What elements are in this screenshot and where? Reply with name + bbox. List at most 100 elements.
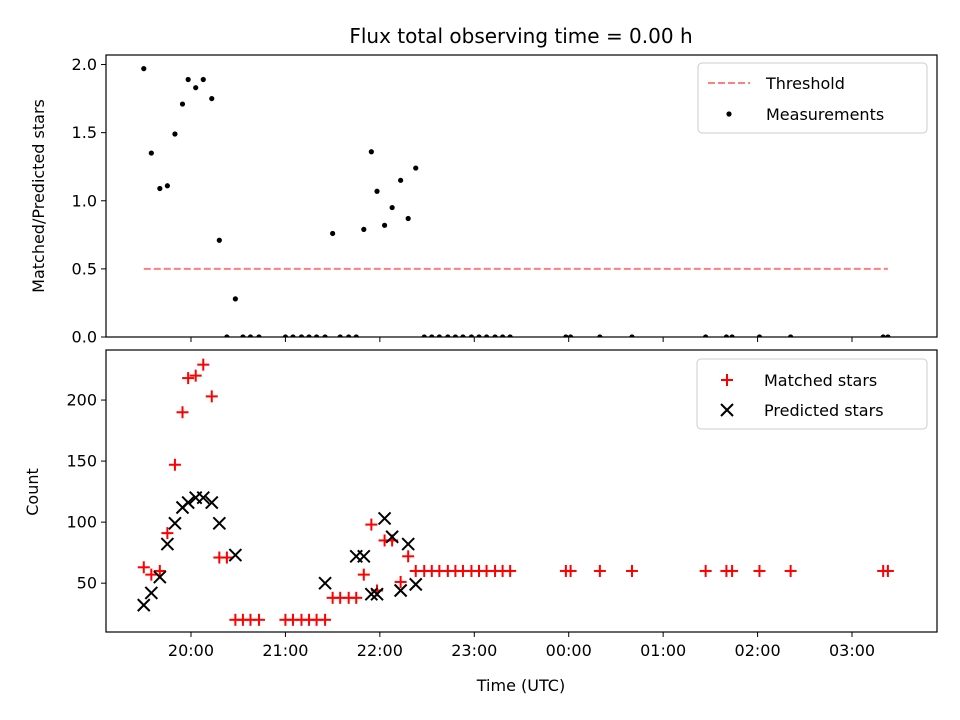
top-measurement-point [398, 177, 404, 183]
bottom-legend-frame [696, 358, 928, 430]
bottom-matched-point [625, 564, 638, 577]
bottom-predicted-point [409, 577, 423, 592]
legend-predicted-swatch [720, 403, 734, 417]
bottom-predicted-point [205, 495, 219, 510]
top-measurement-point [756, 334, 763, 337]
bottom-matched-point [753, 564, 766, 577]
bottom-plot-area: 50 100 150 200 20:00 21:00 22:00 23:00 00:00 01:0… [66, 349, 938, 660]
bottom-matched-point [394, 575, 407, 588]
top-measurement-point [885, 334, 891, 337]
top-measurement-point [723, 334, 730, 337]
bottom-matched-point [197, 358, 210, 371]
top-measurement-point [337, 334, 343, 337]
top-measurement-point [282, 334, 289, 337]
top-measurement-point [232, 296, 238, 302]
bottom-matched-point [137, 561, 150, 574]
top-measurement-point [483, 334, 490, 337]
top-measurement-point [368, 149, 374, 155]
top-chart-title: Flux total observing time = 0.00 h [349, 24, 692, 48]
top-measurement-point [346, 334, 352, 337]
top-ytick-label: 1.5 [72, 123, 97, 142]
bottom-predicted-point [168, 516, 182, 531]
top-plot-area: 0.0 0.5 1.0 1.5 2.0 [72, 54, 938, 347]
top-measurement-point [568, 334, 574, 337]
top-measurement-point [148, 150, 154, 156]
bottom-predicted-point [212, 516, 227, 531]
top-measurement-point [563, 334, 569, 337]
top-measurement-point [193, 85, 199, 91]
top-measurement-point [172, 131, 178, 137]
bottom-ytick-label: 200 [66, 391, 97, 410]
top-measurement-point [629, 334, 635, 337]
top-measurement-point [179, 101, 186, 107]
top-measurement-point [298, 334, 305, 337]
bottom-predicted-point [160, 537, 175, 551]
bottom-matched-point [402, 550, 415, 563]
bottom-predicted-point [393, 583, 408, 598]
top-panel: Flux total observing time = 0.00 h 0.00.… [29, 24, 938, 347]
bottom-matched-point [252, 613, 265, 626]
bottom-matched-point [205, 390, 218, 403]
bottom-predicted-point [370, 587, 384, 601]
top-measurement-point [429, 334, 435, 337]
top-measurement-point [157, 185, 163, 192]
top-ytick-label: 0.0 [72, 328, 97, 347]
top-measurement-point [247, 334, 254, 337]
bottom-matched-point [365, 518, 378, 531]
bottom-predicted-point [385, 530, 399, 544]
top-measurement-point [507, 334, 513, 337]
top-measurement-point [361, 226, 367, 232]
bottom-matched-point [176, 406, 189, 419]
bottom-predicted-point [364, 587, 379, 601]
bottom-xtick-label: 00:00 [546, 641, 592, 660]
bottom-predicted-point [153, 570, 167, 584]
top-measurement-point [313, 334, 320, 337]
bottom-predicted-point [401, 537, 415, 551]
top-measurement-point [200, 76, 206, 83]
legend-matched-swatch [721, 374, 733, 386]
bottom-matched-point [357, 568, 370, 581]
bottom-matched-point [153, 564, 166, 577]
bottom-matched-point [168, 458, 181, 471]
top-measurement-point [460, 334, 466, 337]
top-measurement-point [209, 95, 215, 102]
top-measurement-point [500, 334, 506, 337]
top-measurement-point [290, 334, 296, 337]
bottom-predicted-point [181, 495, 195, 510]
bottom-series-1 [137, 491, 423, 612]
bottom-matched-point [220, 551, 233, 564]
bottom-y-axis-label: Count [23, 468, 42, 516]
bottom-matched-point [881, 564, 894, 577]
top-ytick-label: 2.0 [72, 55, 97, 74]
bottom-predicted-point [228, 548, 243, 562]
bottom-matched-point [726, 564, 739, 577]
top-measurement-point [405, 215, 411, 222]
top-measurement-point [353, 334, 359, 337]
bottom-xtick-label: 03:00 [829, 641, 875, 660]
top-measurement-point [240, 334, 246, 337]
bottom-ytick-label: 100 [66, 513, 97, 532]
top-measurement-point [452, 334, 458, 337]
bottom-xtick-label: 02:00 [735, 641, 781, 660]
top-measurement-point [164, 183, 170, 189]
top-measurement-point [421, 334, 427, 337]
bottom-ytick-label: 50 [77, 574, 97, 593]
bottom-matched-point [593, 564, 606, 577]
top-measurement-point [880, 334, 886, 337]
top-measurement-point [322, 334, 328, 337]
bottom-predicted-point [196, 491, 210, 505]
bottom-legend: Matched stars Predicted stars [696, 358, 928, 430]
top-measurement-point [476, 334, 482, 337]
bottom-matched-point [350, 591, 363, 604]
bottom-predicted-point [144, 586, 159, 600]
top-measurement-point [468, 334, 475, 337]
bottom-axes-frame [105, 349, 938, 633]
top-measurement-point [413, 165, 419, 171]
top-measurement-point [216, 237, 222, 243]
top-y-axis-label: Matched/Predicted stars [29, 99, 48, 293]
bottom-predicted-point [318, 576, 332, 590]
top-measurement-point [141, 66, 147, 72]
top-legend: Threshold Measurements [697, 62, 928, 134]
legend-measurements-label: Measurements [766, 105, 884, 124]
